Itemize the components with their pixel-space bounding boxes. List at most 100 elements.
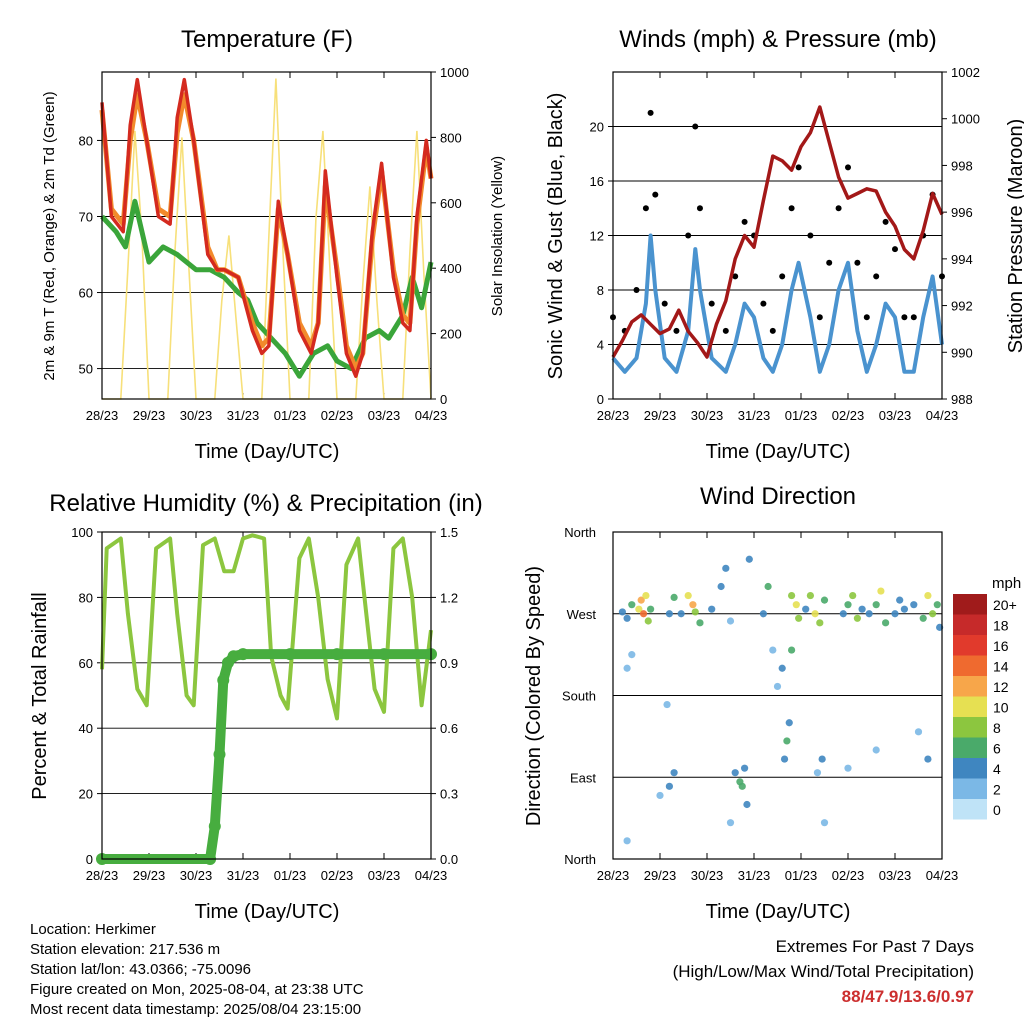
rainfall-point	[237, 648, 249, 661]
direction-point	[773, 682, 782, 691]
temperature-panel: Temperature (F) 2m & 9m T (Red, Orange) …	[41, 26, 506, 463]
direction-point	[816, 619, 824, 627]
direction-point	[665, 610, 674, 618]
direction-point	[665, 782, 674, 790]
direction-point	[795, 614, 803, 622]
direction-point	[637, 596, 645, 604]
direction-point	[929, 610, 937, 618]
legend-swatch	[953, 676, 987, 697]
gust-point	[633, 287, 640, 293]
rainfall-point	[284, 648, 296, 661]
humidity-xtick-label: 03/23	[368, 868, 401, 883]
rainfall-point	[227, 650, 240, 663]
gust-point	[661, 300, 668, 307]
legend-swatch	[953, 655, 987, 676]
temperature-y2tick-label: 600	[440, 196, 462, 211]
temperature-xtick-label: 04/23	[415, 408, 448, 423]
winds-y2tick-label: 1002	[951, 65, 980, 80]
direction-point	[745, 555, 753, 563]
direction-point	[670, 769, 678, 777]
direction-xtick-label: 03/23	[879, 868, 912, 883]
direction-xtick-label: 30/23	[691, 868, 724, 883]
direction-point	[644, 617, 652, 625]
direction-panel: Wind Direction Direction (Colored By Spe…	[523, 483, 1021, 923]
direction-point	[783, 737, 791, 745]
direction-point	[891, 610, 899, 618]
gust-point	[788, 205, 795, 212]
direction-point	[896, 596, 904, 604]
humidity-ytick-label: 80	[79, 590, 93, 605]
humidity-y2tick-label: 1.5	[440, 525, 458, 540]
gust-point	[816, 314, 823, 321]
gust-point	[873, 273, 880, 280]
gust-point	[854, 259, 861, 266]
winds-y2tick-label: 992	[951, 299, 973, 314]
temperature-y2tick-label: 800	[440, 130, 462, 145]
humidity-ytick-label: 20	[79, 787, 93, 802]
legend-swatch	[953, 799, 987, 820]
direction-point	[858, 605, 866, 613]
series-total-rainfall	[97, 649, 436, 864]
winds-panel: Winds (mph) & Pressure (mb) Sonic Wind &…	[545, 26, 1024, 463]
series-temp-9m	[99, 92, 434, 372]
winds-ytick-label: 4	[597, 338, 604, 353]
direction-point	[872, 601, 880, 609]
legend-swatch	[953, 635, 987, 656]
direction-point	[839, 610, 847, 618]
humidity-title: Relative Humidity (%) & Precipitation (i…	[49, 490, 482, 517]
legend-label: 0	[993, 802, 1001, 818]
humidity-xtick-label: 01/23	[274, 868, 307, 883]
gust-point	[863, 314, 870, 321]
temperature-ytick-label: 70	[79, 209, 93, 224]
direction-point	[792, 601, 800, 609]
winds-xtick-label: 04/23	[926, 408, 959, 423]
series-pressure	[611, 105, 944, 359]
direction-point	[689, 601, 697, 609]
direction-point	[914, 728, 923, 736]
direction-point	[780, 755, 789, 763]
direction-point	[900, 605, 909, 613]
direction-point	[628, 651, 636, 659]
direction-point	[882, 619, 890, 627]
temperature-y2tick-label: 200	[440, 327, 462, 342]
direction-point	[623, 614, 631, 622]
direction-point	[919, 614, 927, 622]
winds-ytick-label: 16	[590, 174, 604, 189]
winds-ytick-label: 20	[590, 120, 604, 135]
station-info: Location: Herkimer Station elevation: 21…	[30, 920, 450, 1020]
direction-point	[818, 755, 826, 763]
humidity-plot-frame	[101, 531, 432, 860]
direction-point	[726, 617, 735, 625]
legend-label: 8	[993, 720, 1001, 736]
station-location: Location: Herkimer	[30, 921, 156, 938]
direction-point	[788, 591, 796, 600]
gust-point	[722, 327, 729, 334]
temperature-ytick-label: 50	[79, 362, 93, 377]
winds-xtick-label: 31/23	[738, 408, 771, 423]
temperature-ytick-label: 80	[79, 133, 93, 148]
extremes-values: 88/47.9/13.6/0.97	[841, 987, 974, 1006]
direction-point	[806, 591, 815, 600]
direction-point	[684, 591, 692, 600]
humidity-xtick-label: 04/23	[415, 868, 448, 883]
direction-xtick-label: 29/23	[644, 868, 677, 883]
humidity-y2tick-label: 0.3	[440, 787, 458, 802]
legend-label: 12	[993, 679, 1009, 695]
winds-plot-frame	[612, 71, 943, 400]
rainfall-point	[217, 674, 230, 687]
legend-unit: mph	[992, 575, 1021, 592]
temperature-xtick-label: 28/23	[86, 408, 119, 423]
direction-point	[849, 591, 857, 600]
station-elevation: Station elevation: 217.536 m	[30, 941, 221, 958]
direction-point	[741, 764, 749, 772]
series-wind	[611, 233, 944, 374]
legend-label: 4	[993, 761, 1001, 777]
direction-point	[759, 610, 768, 618]
direction-point	[663, 700, 671, 709]
direction-title: Wind Direction	[700, 483, 856, 510]
figure-created: Figure created on Mon, 2025-08-04, at 23…	[30, 981, 364, 998]
direction-xtick-label: 01/23	[785, 868, 818, 883]
direction-point	[924, 591, 932, 600]
legend-swatch	[953, 717, 987, 738]
